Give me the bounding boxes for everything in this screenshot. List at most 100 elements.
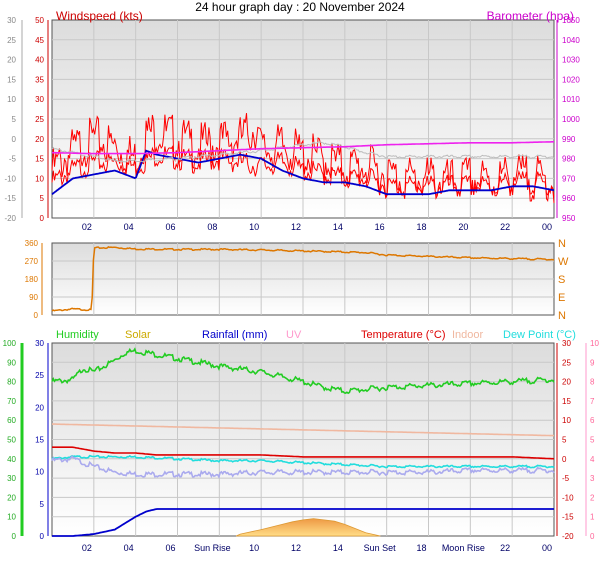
temp-tick-label: 0 (562, 455, 567, 464)
humidity-tick-label: 0 (12, 532, 17, 541)
x-tick-label: 12 (291, 222, 301, 232)
x-tick-label: 22 (500, 222, 510, 232)
baro-tick-label: 1010 (562, 95, 580, 104)
temp-tick-label: -5 (562, 474, 570, 483)
x-tick-label: 16 (375, 222, 385, 232)
compass-label: E (558, 292, 565, 304)
temp-tick-label: -15 (562, 513, 574, 522)
outer-tick-label: 10 (7, 95, 16, 104)
humidity-tick-label: 50 (7, 436, 16, 445)
dir-series-line (51, 246, 555, 312)
outer-tick-label: 30 (7, 16, 16, 25)
humidity-series-line (51, 347, 555, 395)
rain-tick-label: 25 (35, 371, 44, 380)
compass-label: W (558, 256, 569, 268)
wind-axis-label: Windspeed (kts) (56, 9, 143, 23)
x-tick-label: 04 (124, 222, 134, 232)
legend-entry: Rainfall (mm) (202, 329, 267, 341)
uv-tick-label: 8 (590, 378, 595, 387)
baro-tick-label: 950 (562, 214, 576, 223)
outer-tick-label: -15 (4, 194, 16, 203)
wind-tick-label: 25 (35, 115, 44, 124)
uv-tick-label: 6 (590, 416, 595, 425)
outer-tick-label: 25 (7, 36, 16, 45)
x-tick-label: 04 (124, 543, 134, 553)
x-tick-label: 18 (416, 543, 426, 553)
humidity-tick-label: 60 (7, 416, 16, 425)
uv-tick-label: 1 (590, 513, 595, 522)
rain-tick-label: 30 (35, 339, 44, 348)
wind-tick-label: 40 (35, 56, 44, 65)
x-tick-label: Moon Rise (442, 543, 485, 553)
x-tick-label: 08 (207, 222, 217, 232)
solar-series-area (235, 518, 381, 537)
wind-tick-label: 35 (35, 75, 44, 84)
baro-tick-label: 1020 (562, 75, 580, 84)
outer-tick-label: -20 (4, 214, 16, 223)
wind-tick-label: 20 (35, 135, 44, 144)
x-tick-label: 20 (458, 222, 468, 232)
humidity-tick-label: 90 (7, 358, 16, 367)
x-tick-label: 14 (333, 543, 343, 553)
baro-tick-label: 960 (562, 194, 576, 203)
rain-series-line (52, 508, 554, 537)
temp-tick-label: 15 (562, 397, 571, 406)
wind-tick-label: 5 (40, 194, 45, 203)
temp-tick-label: 30 (562, 339, 571, 348)
baro-tick-label: 980 (562, 155, 576, 164)
x-tick-label: 14 (333, 222, 343, 232)
baro-axis-label: Barometer (hpa) (487, 9, 574, 23)
direction-tick-label: 0 (34, 311, 39, 320)
wind-tick-label: 10 (35, 174, 44, 183)
legend-entry: Solar (125, 329, 151, 341)
rain-tick-label: 5 (40, 500, 45, 509)
temp-tick-label: 10 (562, 416, 571, 425)
legend-entry: Humidity (56, 329, 99, 341)
uv-tick-label: 2 (590, 493, 595, 502)
rain-tick-label: 0 (40, 532, 45, 541)
legend-entry: Dew Point (°C) (503, 329, 576, 341)
legend-entry: Temperature (°C) (361, 329, 445, 341)
wind-tick-label: 50 (35, 16, 44, 25)
x-tick-label: 12 (291, 543, 301, 553)
x-tick-label: 10 (249, 543, 259, 553)
temp-tick-label: -20 (562, 532, 574, 541)
uv-tick-label: 7 (590, 397, 595, 406)
humidity-tick-label: 80 (7, 378, 16, 387)
chart-title: 24 hour graph day : 20 November 2024 (195, 0, 405, 14)
humidity-tick-label: 20 (7, 493, 16, 502)
uv-tick-label: 10 (590, 339, 599, 348)
avg-series-line (51, 149, 555, 196)
direction-tick-label: 90 (29, 293, 38, 302)
baro-tick-label: 1040 (562, 36, 580, 45)
baro-tick-label: 970 (562, 174, 576, 183)
x-tick-label: 06 (165, 222, 175, 232)
x-tick-label: 18 (416, 222, 426, 232)
baro_shadow-series-line (51, 141, 555, 163)
legend-entry: UV (286, 329, 302, 341)
direction-tick-label: 270 (25, 257, 39, 266)
x-tick-label: 02 (82, 222, 92, 232)
legend-entry: Indoor (452, 329, 484, 341)
temp-tick-label: 5 (562, 436, 567, 445)
x-tick-label: 10 (249, 222, 259, 232)
outer-tick-label: 0 (12, 135, 17, 144)
outer-tick-label: 15 (7, 75, 16, 84)
outer-tick-label: -5 (9, 155, 17, 164)
humidity-tick-label: 40 (7, 455, 16, 464)
x-tick-label: 00 (542, 543, 552, 553)
uv-tick-label: 3 (590, 474, 595, 483)
temp-tick-label: 20 (562, 378, 571, 387)
dew-series-line (51, 454, 555, 469)
x-tick-label: Sun Set (364, 543, 397, 553)
humidity-tick-label: 70 (7, 397, 16, 406)
compass-label: S (558, 274, 565, 286)
direction-tick-label: 360 (25, 239, 39, 248)
humidity-tick-label: 10 (7, 513, 16, 522)
uv-tick-label: 5 (590, 436, 595, 445)
x-tick-label: 22 (500, 543, 510, 553)
uv-tick-label: 9 (590, 358, 595, 367)
outer-tick-label: 5 (12, 115, 17, 124)
outer-tick-label: -10 (4, 174, 16, 183)
wind-tick-label: 15 (35, 155, 44, 164)
